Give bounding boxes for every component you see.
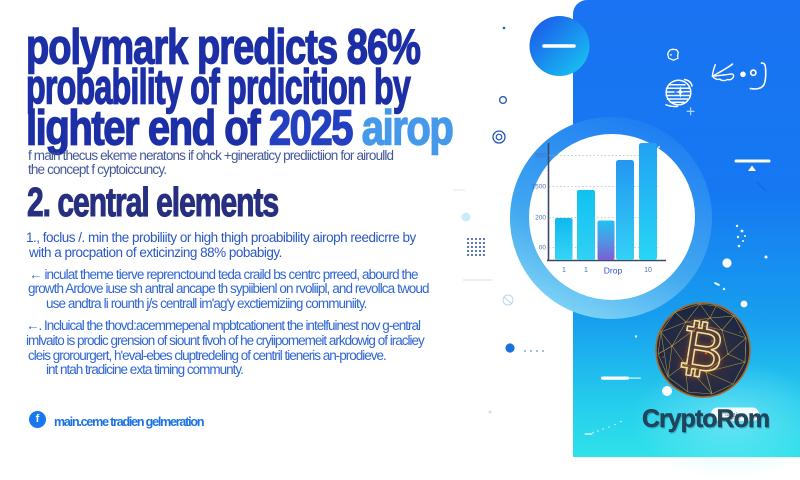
svg-text:1: 1 (584, 267, 588, 274)
svg-text:200: 200 (535, 215, 546, 222)
svg-text:CryptoRom: CryptoRom (642, 405, 769, 433)
svg-text:CryptoRom: CryptoRom (643, 406, 770, 434)
svg-text:00: 00 (539, 245, 547, 252)
svg-text:1: 1 (562, 267, 566, 274)
svg-text:10: 10 (644, 267, 652, 274)
svg-text:◦▫ micro: ◦▫ micro (725, 413, 746, 419)
svg-text:550: 550 (535, 153, 546, 160)
svg-text:Drop: Drop (604, 266, 623, 276)
svg-text:1500: 1500 (532, 184, 547, 191)
